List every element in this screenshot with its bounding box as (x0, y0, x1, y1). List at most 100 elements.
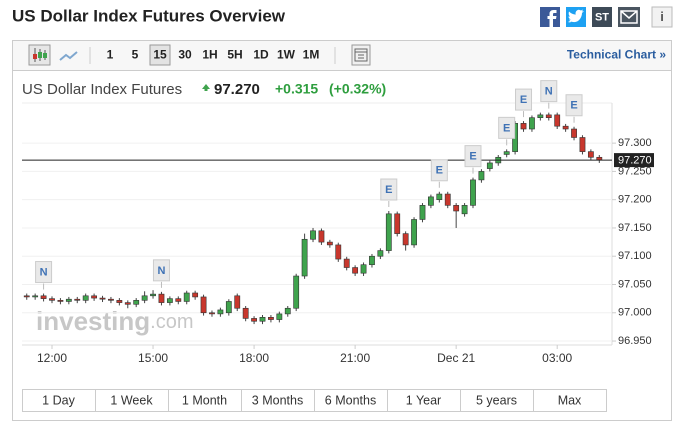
interval-button[interactable]: 1H (202, 48, 217, 62)
candle-body (461, 205, 468, 215)
candle-body (293, 275, 300, 309)
candle-body (360, 264, 367, 274)
candle-body (377, 250, 384, 257)
candle-body (183, 292, 190, 302)
interval-button[interactable]: 30 (178, 48, 192, 62)
candle-view-glyph (33, 54, 37, 59)
candle-body (587, 151, 594, 158)
range-label: 6 Months (325, 393, 376, 407)
technical-chart-link[interactable]: Technical Chart » (567, 48, 666, 62)
mail-glyph (620, 10, 638, 24)
range-label: 3 Months (252, 393, 303, 407)
y-tick-label: 97.200 (618, 194, 652, 206)
range-label: 1 Week (110, 393, 153, 407)
event-label: E (385, 184, 392, 196)
candle-body (133, 300, 140, 305)
watermark-part: investing (36, 306, 150, 336)
event-marker[interactable] (35, 261, 53, 284)
candle-body (310, 230, 316, 240)
event-marker[interactable] (565, 94, 583, 117)
y-tick-label: 97.150 (618, 222, 652, 234)
candle-body (225, 301, 232, 314)
y-tick-label: 97.300 (618, 137, 652, 149)
candle-body (166, 298, 173, 303)
y-tick-label: 97.050 (618, 278, 652, 290)
interval-button[interactable]: 1 (107, 48, 114, 62)
candle-body (276, 313, 283, 320)
last-price-tag (614, 153, 654, 168)
y-tick-label: 97.250 (618, 165, 652, 177)
candle-body (436, 193, 443, 200)
range-label: 1 Year (406, 393, 441, 407)
interval-button[interactable]: 15 (153, 48, 167, 62)
candle-body (419, 205, 426, 220)
event-marker[interactable] (380, 178, 398, 201)
candle-body (74, 298, 81, 301)
candle-body (411, 219, 417, 246)
candle-body (268, 316, 274, 320)
event-marker[interactable] (152, 259, 170, 282)
event-marker[interactable] (515, 88, 533, 111)
twitter-glyph (568, 9, 584, 23)
range-button[interactable] (533, 389, 607, 412)
candle-body (562, 125, 569, 130)
candle-body (529, 117, 535, 130)
candle-body (192, 292, 199, 298)
settings-glyph (354, 48, 368, 62)
event-label: E (570, 100, 577, 112)
candle-body (234, 295, 241, 309)
watermark-part: .com (150, 311, 193, 333)
candle-body (99, 297, 106, 300)
candle-body (57, 300, 64, 302)
x-tick-label: 18:00 (239, 351, 269, 365)
event-marker[interactable] (498, 116, 516, 139)
interval-selected (149, 44, 171, 66)
candle-body (343, 258, 350, 268)
event-marker[interactable] (464, 145, 482, 168)
interval-button[interactable]: 1D (253, 48, 269, 62)
event-marker[interactable] (540, 80, 558, 103)
mail-icon[interactable] (618, 7, 640, 27)
candle-body (545, 114, 552, 119)
instrument-name: US Dollar Index Futures (22, 81, 182, 98)
candle-body (150, 293, 156, 297)
interval-button[interactable]: 1M (303, 48, 320, 62)
candle-body (453, 205, 460, 212)
candle-body (385, 213, 392, 251)
event-marker[interactable] (430, 159, 448, 182)
candle-body (470, 179, 476, 206)
page-title: US Dollar Index Futures Overview (12, 6, 286, 25)
candle-body (284, 307, 291, 315)
candle-body (242, 307, 249, 319)
last-price-tag-label: 97.270 (618, 155, 652, 167)
interval-button[interactable]: 1W (277, 48, 296, 62)
line-view-button[interactable] (59, 51, 78, 61)
interval-button[interactable]: 5H (227, 48, 242, 62)
event-label: E (469, 151, 476, 163)
candle-body (32, 295, 39, 298)
x-tick-label: 03:00 (542, 351, 572, 365)
up-arrow (202, 84, 210, 91)
info-icon[interactable] (651, 6, 673, 28)
x-tick-label: 21:00 (340, 351, 370, 365)
x-tick-label: 15:00 (138, 351, 168, 365)
candle-body (301, 238, 308, 277)
candle-body (209, 312, 215, 315)
candle-body (394, 213, 401, 234)
candle-body (91, 295, 97, 299)
candle-body (402, 233, 409, 246)
range-label: Max (558, 393, 582, 407)
event-label: N (40, 266, 48, 278)
interval-button[interactable]: 5 (132, 48, 139, 62)
candle-body (217, 309, 224, 315)
candle-body (65, 298, 72, 302)
info-label: i (660, 9, 664, 24)
stocktwits-icon[interactable] (592, 7, 612, 27)
y-tick-label: 97.100 (618, 250, 652, 262)
event-label: E (520, 94, 527, 106)
candle-body (503, 151, 510, 155)
candle-body (116, 300, 123, 303)
chart-panel (12, 40, 672, 421)
candle-body (259, 316, 266, 322)
x-tick-label: 12:00 (37, 351, 67, 365)
